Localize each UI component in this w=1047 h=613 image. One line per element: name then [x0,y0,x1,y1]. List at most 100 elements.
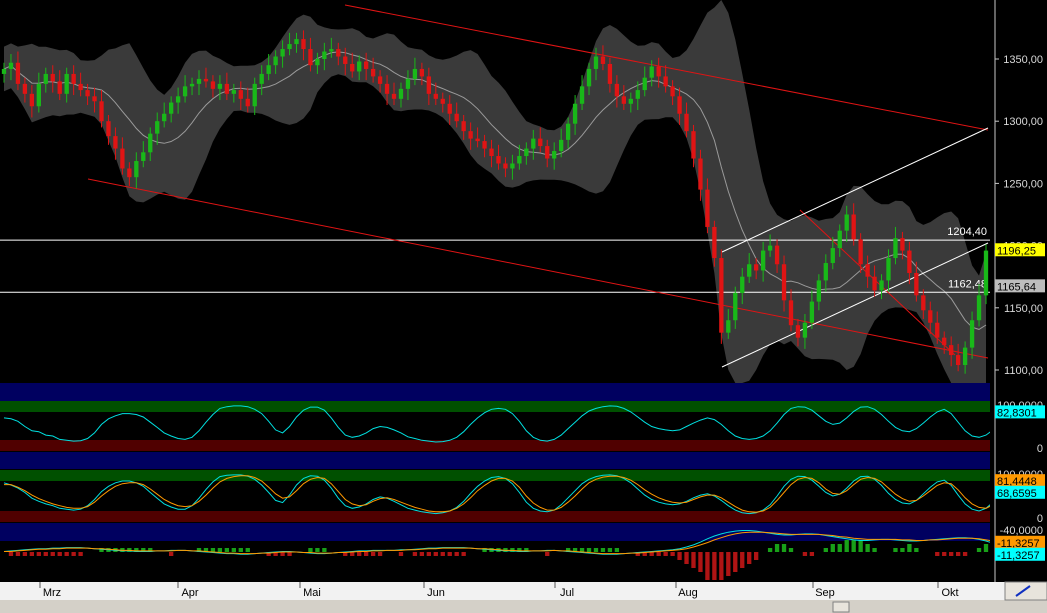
macd-histogram-bar [545,552,550,556]
candle-body [36,83,41,107]
oscillator-2-badge-cyan: 68,6595 [997,488,1037,500]
candle-body [447,103,452,114]
candle-body [252,83,257,107]
macd-histogram-bar [698,552,703,572]
ma-value-badge: 1165,64 [997,281,1036,293]
candle-body [914,272,919,296]
scrollbar-thumb[interactable] [832,601,850,613]
macd-histogram-bar [203,548,209,552]
candle-body [224,83,230,94]
ma-value-badge-bg [995,279,1045,293]
macd-histogram-bar [433,552,438,556]
candle-body [384,83,390,94]
macd-histogram-bar [607,548,613,552]
candle-body [858,239,863,265]
candle-body [343,56,348,64]
candle-body [760,250,766,271]
candle-body [155,121,160,134]
candle-body [586,68,592,87]
overbought-zone [0,401,990,412]
candle-body [628,98,633,104]
macd-histogram-bar [43,552,48,556]
candle-body [767,245,773,251]
macd-histogram-bar [210,548,216,552]
pen-tool-button[interactable] [1004,581,1047,601]
candle-body [545,146,550,159]
oscillator-1-badge-bg [995,405,1045,419]
macd-histogram-bar [593,548,599,552]
macd-series-1 [4,531,1021,555]
macd-badge-orange-bg [995,535,1045,549]
candle-body [148,133,153,153]
candle-body [141,152,146,162]
candle-body [928,310,933,323]
candle-body [976,295,982,321]
candle-body [893,238,898,259]
macd-histogram-bar [217,548,223,552]
candle-body [552,151,557,159]
candle-body [935,322,940,338]
macd-histogram-bar [426,552,431,556]
macd-histogram-bar [287,552,292,556]
candle-body [726,320,731,333]
macd-histogram-bar [579,548,585,552]
candle-body [412,68,418,79]
candle-body [322,51,327,59]
macd-histogram-bar [447,552,452,556]
macd-histogram-bar [600,548,606,552]
candle-body [419,68,425,77]
candle-body [461,121,466,132]
macd-histogram-bar [865,544,870,552]
candle-body [747,264,752,277]
candle-body [635,90,640,99]
candle-body [29,93,35,107]
candle-body [217,83,223,89]
candle-body [837,230,842,249]
candle-body [649,66,654,78]
macd-histogram-bar [663,552,668,556]
macd-histogram-bar [524,548,529,552]
candle-body [238,90,243,99]
macd-histogram-bar [837,544,842,552]
candle-body [43,73,48,84]
x-axis-bar [0,582,1047,600]
candle-body [949,345,954,356]
candle-body [433,93,438,99]
macd-histogram-bar [196,548,202,552]
macd-histogram-bar [586,548,592,552]
x-month-label: Sep [815,587,835,599]
macd-histogram-bar [656,552,661,556]
candle-body [245,98,250,107]
macd-histogram-bar [64,552,69,556]
candle-body [788,300,794,326]
candle-body [844,214,849,231]
macd-histogram-bar [684,552,689,564]
candle-body [482,141,487,149]
macd-histogram-bar [809,552,815,556]
macd-histogram-bar [266,552,271,556]
candle-body [942,337,947,346]
scrollbar-track [0,600,1047,613]
candle-body [816,280,822,302]
y-tick-label: 1100,00 [1004,365,1043,377]
macd-histogram-bar [900,548,905,552]
macd-histogram-bar [36,552,41,556]
candle-body [294,39,299,45]
oscillator-1-badge: 82,8301 [997,407,1037,419]
candle-body [698,158,703,190]
macd-histogram-bar [802,552,808,556]
x-month-label: Mrz [43,587,61,599]
macd-histogram-bar [774,544,780,552]
oscillator-2-badge-orange-bg [995,474,1045,488]
candle-body [329,49,334,52]
macd-histogram-bar [670,552,675,556]
candle-body [71,73,76,84]
candle-body [600,56,606,64]
candle-body [50,73,55,82]
candle-body [754,264,759,271]
candle-body [259,73,264,84]
x-month-label: Aug [678,587,698,599]
candle-body [113,136,118,149]
macd-histogram-bar [517,548,522,552]
